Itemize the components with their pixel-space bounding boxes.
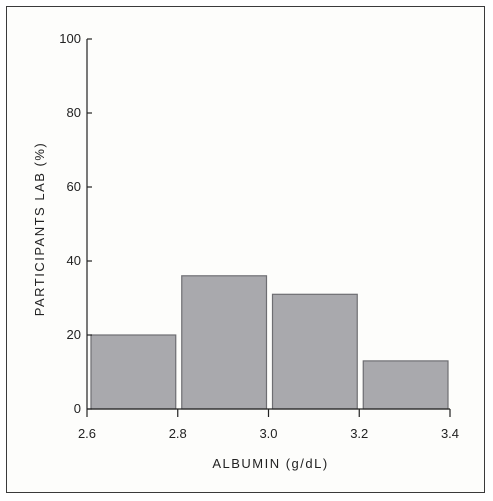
y-tick-label: 100 [59,31,81,46]
histogram-bar [271,293,358,410]
y-ticks-group: 0 20 40 60 80 100 [59,31,92,416]
histogram-bar [90,334,177,410]
y-tick-label: 80 [67,105,81,120]
histogram-bar [362,360,449,410]
chart-frame [6,6,485,493]
x-tick-label: 3.4 [441,426,459,441]
y-tick-label: 0 [74,401,81,416]
x-ticks-group: 2.6 2.8 3.0 3.2 3.4 [78,409,459,441]
y-tick-label: 20 [67,327,81,342]
histogram-bar [181,275,268,410]
y-tick-label: 40 [67,253,81,268]
x-tick-label: 2.8 [169,426,187,441]
y-axis-title: PARTICIPANTS LAB (%) [32,142,47,316]
x-tick-label: 3.2 [350,426,368,441]
bars-group [90,275,449,410]
x-tick-label: 2.6 [78,426,96,441]
x-axis-title: ALBUMIN (g/dL) [212,456,328,471]
y-tick-label: 60 [67,179,81,194]
x-tick-label: 3.0 [259,426,277,441]
